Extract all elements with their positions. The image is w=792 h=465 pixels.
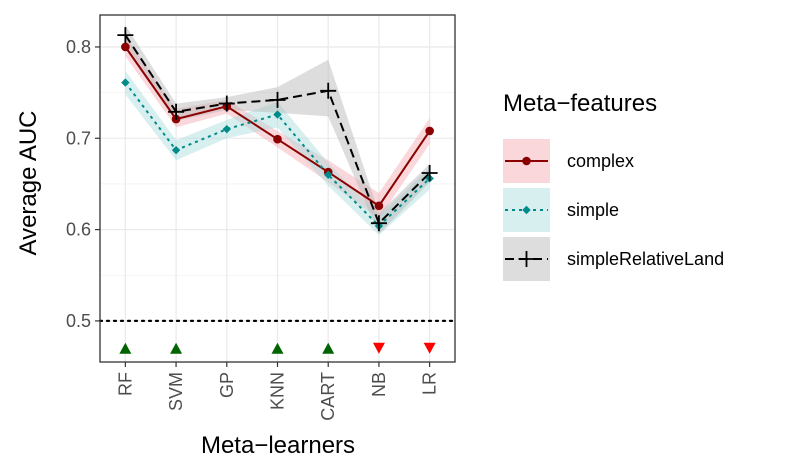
legend-item-simple: simple (503, 188, 619, 232)
legend-title: Meta−features (503, 90, 657, 117)
x-axis: RF SVM GP KNN CART NB LR (115, 362, 440, 421)
confidence-bands (125, 25, 430, 236)
legend: Meta−features complex simple simpleRelativ… (503, 90, 724, 281)
point-complex-LR (425, 126, 434, 136)
y-tick-label: 0.6 (66, 220, 91, 240)
x-tick-label: GP (217, 372, 237, 398)
legend-label: simple (567, 200, 619, 220)
point-simpleRelativeLand-NB (370, 215, 387, 232)
significance-marker-KNN (271, 342, 284, 354)
y-tick-label: 0.7 (66, 128, 91, 148)
significance-marker-CART (322, 342, 335, 354)
legend-item-complex: complex (503, 139, 634, 183)
x-tick-label: KNN (268, 372, 288, 410)
point-simpleRelativeLand-RF (117, 27, 134, 44)
point-complex-NB (374, 201, 384, 211)
x-tick-label: SVM (166, 372, 186, 411)
legend-label: complex (567, 151, 634, 171)
point-simpleRelativeLand-CART (320, 82, 337, 99)
point-simple-RF (121, 78, 130, 87)
band-simpleRelativeLand (125, 25, 430, 235)
point-simple-GP (222, 124, 231, 134)
series-points (117, 27, 438, 232)
point-simple-SVM (171, 145, 181, 155)
significance-marker-NB (372, 342, 385, 354)
point-complex-KNN (273, 134, 282, 144)
x-axis-title: Meta−learners (201, 432, 355, 459)
legend-label: simpleRelativeLand (567, 249, 724, 269)
point-complex-RF (121, 42, 130, 52)
legend-item-simpleRelativeLand: simpleRelativeLand (503, 237, 724, 281)
point-simple-KNN (273, 110, 282, 119)
legend-key-marker (518, 251, 535, 267)
band-simple (125, 70, 430, 236)
legend-key-marker (522, 156, 531, 166)
y-tick-label: 0.8 (66, 37, 91, 57)
significance-markers (119, 342, 436, 354)
significance-marker-LR (423, 342, 436, 354)
point-simpleRelativeLand-GP (218, 95, 235, 112)
point-simpleRelativeLand-KNN (269, 91, 286, 108)
point-simpleRelativeLand-SVM (168, 103, 185, 120)
significance-marker-RF (119, 342, 132, 354)
significance-marker-SVM (170, 342, 183, 354)
y-axis-title: Average AUC (15, 111, 42, 256)
y-tick-label: 0.5 (66, 311, 91, 331)
x-tick-label: RF (115, 372, 135, 396)
x-tick-label: NB (369, 372, 389, 397)
legend-key-marker (522, 205, 531, 215)
x-tick-label: CART (318, 372, 338, 421)
point-simple-CART (324, 170, 333, 180)
point-simpleRelativeLand-LR (421, 164, 438, 181)
y-axis: 0.5 0.6 0.7 0.8 (66, 37, 100, 331)
x-tick-label: LR (420, 372, 440, 395)
